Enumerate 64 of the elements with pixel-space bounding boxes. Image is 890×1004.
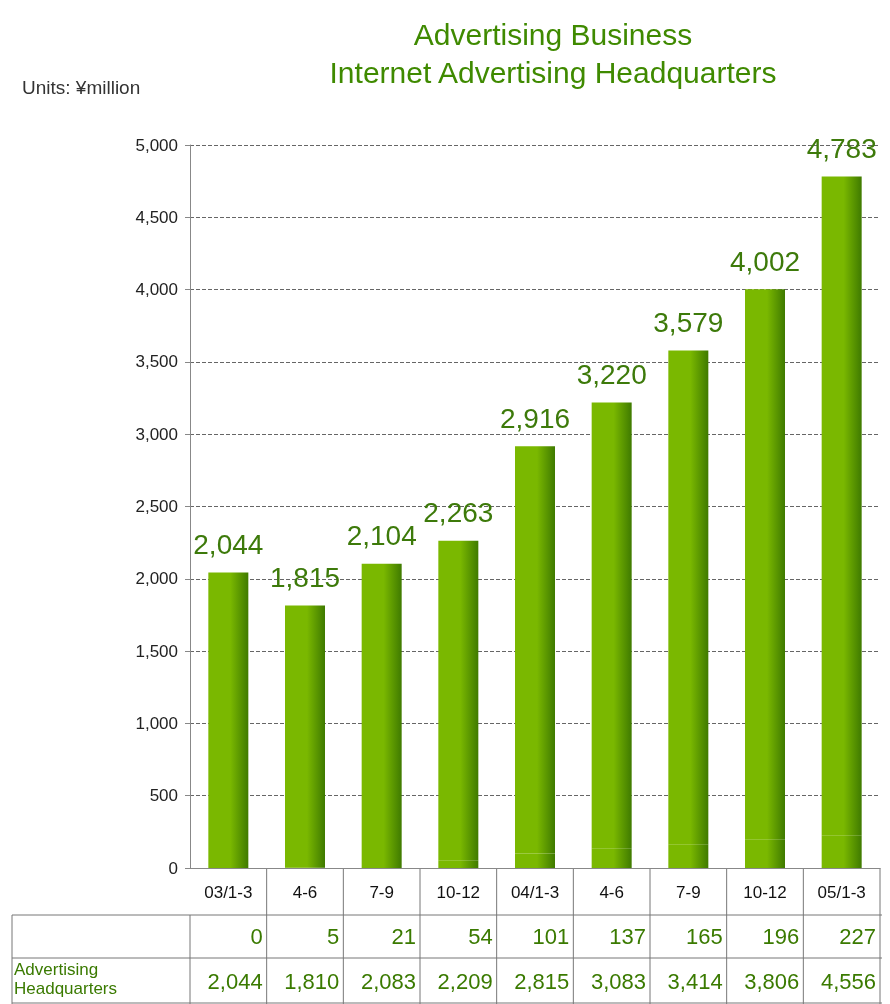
y-tick-label: 3,500 xyxy=(135,352,178,372)
y-tick-label: 1,500 xyxy=(135,641,178,661)
bar xyxy=(591,402,632,849)
bar xyxy=(591,848,632,868)
bar xyxy=(361,563,402,865)
data-label: 54 xyxy=(468,924,493,949)
data-label: 3,414 xyxy=(667,968,723,994)
y-tick-label: 500 xyxy=(149,786,178,806)
y-tick-label: 4,000 xyxy=(135,280,178,300)
y-tick-label: 1,000 xyxy=(135,713,178,733)
data-label: 165 xyxy=(685,924,723,949)
x-tick-label: 03/1-3 xyxy=(204,883,253,902)
data-label: 2,815 xyxy=(514,968,570,994)
bar xyxy=(515,853,555,868)
data-label: 4,556 xyxy=(820,968,876,994)
bar xyxy=(361,864,402,868)
bar xyxy=(438,540,479,861)
total-label: 2,044 xyxy=(193,528,264,560)
data-label: 2,044 xyxy=(207,968,263,994)
total-label: 3,220 xyxy=(576,358,647,390)
x-tick-label: 04/1-3 xyxy=(510,883,560,902)
x-tick-label: 7-9 xyxy=(369,883,394,902)
total-label: 3,579 xyxy=(653,306,724,338)
data-label: 2,083 xyxy=(360,968,416,994)
y-tick-label: 2,000 xyxy=(135,569,178,589)
data-label: 0 xyxy=(250,924,263,949)
bar xyxy=(438,860,479,868)
x-tick-label: 4-6 xyxy=(292,883,318,902)
y-tick-label: 3,000 xyxy=(135,424,178,444)
total-label: 2,916 xyxy=(499,402,571,434)
data-label: 21 xyxy=(391,924,416,949)
y-tick-label: 2,500 xyxy=(135,497,178,516)
bar xyxy=(668,350,709,845)
data-label: 137 xyxy=(609,924,646,949)
data-label: 3,083 xyxy=(590,968,646,994)
chart-title: Advertising Business Internet Advertising Headquarters xyxy=(329,17,777,89)
data-label: 196 xyxy=(762,924,800,949)
y-tick-label: 5,000 xyxy=(135,135,178,155)
x-tick-label: 05/1-3 xyxy=(817,883,866,902)
bar xyxy=(515,446,555,854)
y-axis-title: Units: ¥million xyxy=(22,77,141,98)
text: Advertising Headquarters xyxy=(14,960,118,998)
x-tick-label: 10-12 xyxy=(743,883,787,902)
data-label: 2,209 xyxy=(437,968,493,994)
data-label: 1,810 xyxy=(284,968,340,994)
data-label: 3,806 xyxy=(744,968,800,994)
data-label: 5 xyxy=(327,924,340,949)
bar xyxy=(745,289,785,840)
bar xyxy=(821,835,862,868)
bar xyxy=(285,605,325,868)
bar xyxy=(745,839,785,868)
data-label: 101 xyxy=(532,924,570,949)
bar xyxy=(668,844,709,868)
bar xyxy=(821,176,862,836)
x-tick-label: 7-9 xyxy=(676,883,701,902)
x-tick-label: 10-12 xyxy=(436,883,481,902)
data-label: 227 xyxy=(839,924,876,949)
total-label: 4,002 xyxy=(729,245,801,277)
y-tick-label: 0 xyxy=(168,858,178,878)
total-label: 2,263 xyxy=(423,497,494,529)
x-tick-label: 4-6 xyxy=(599,883,624,902)
total-label: 2,104 xyxy=(346,520,417,552)
y-tick-label: 4,500 xyxy=(135,207,178,227)
bar xyxy=(208,572,249,868)
